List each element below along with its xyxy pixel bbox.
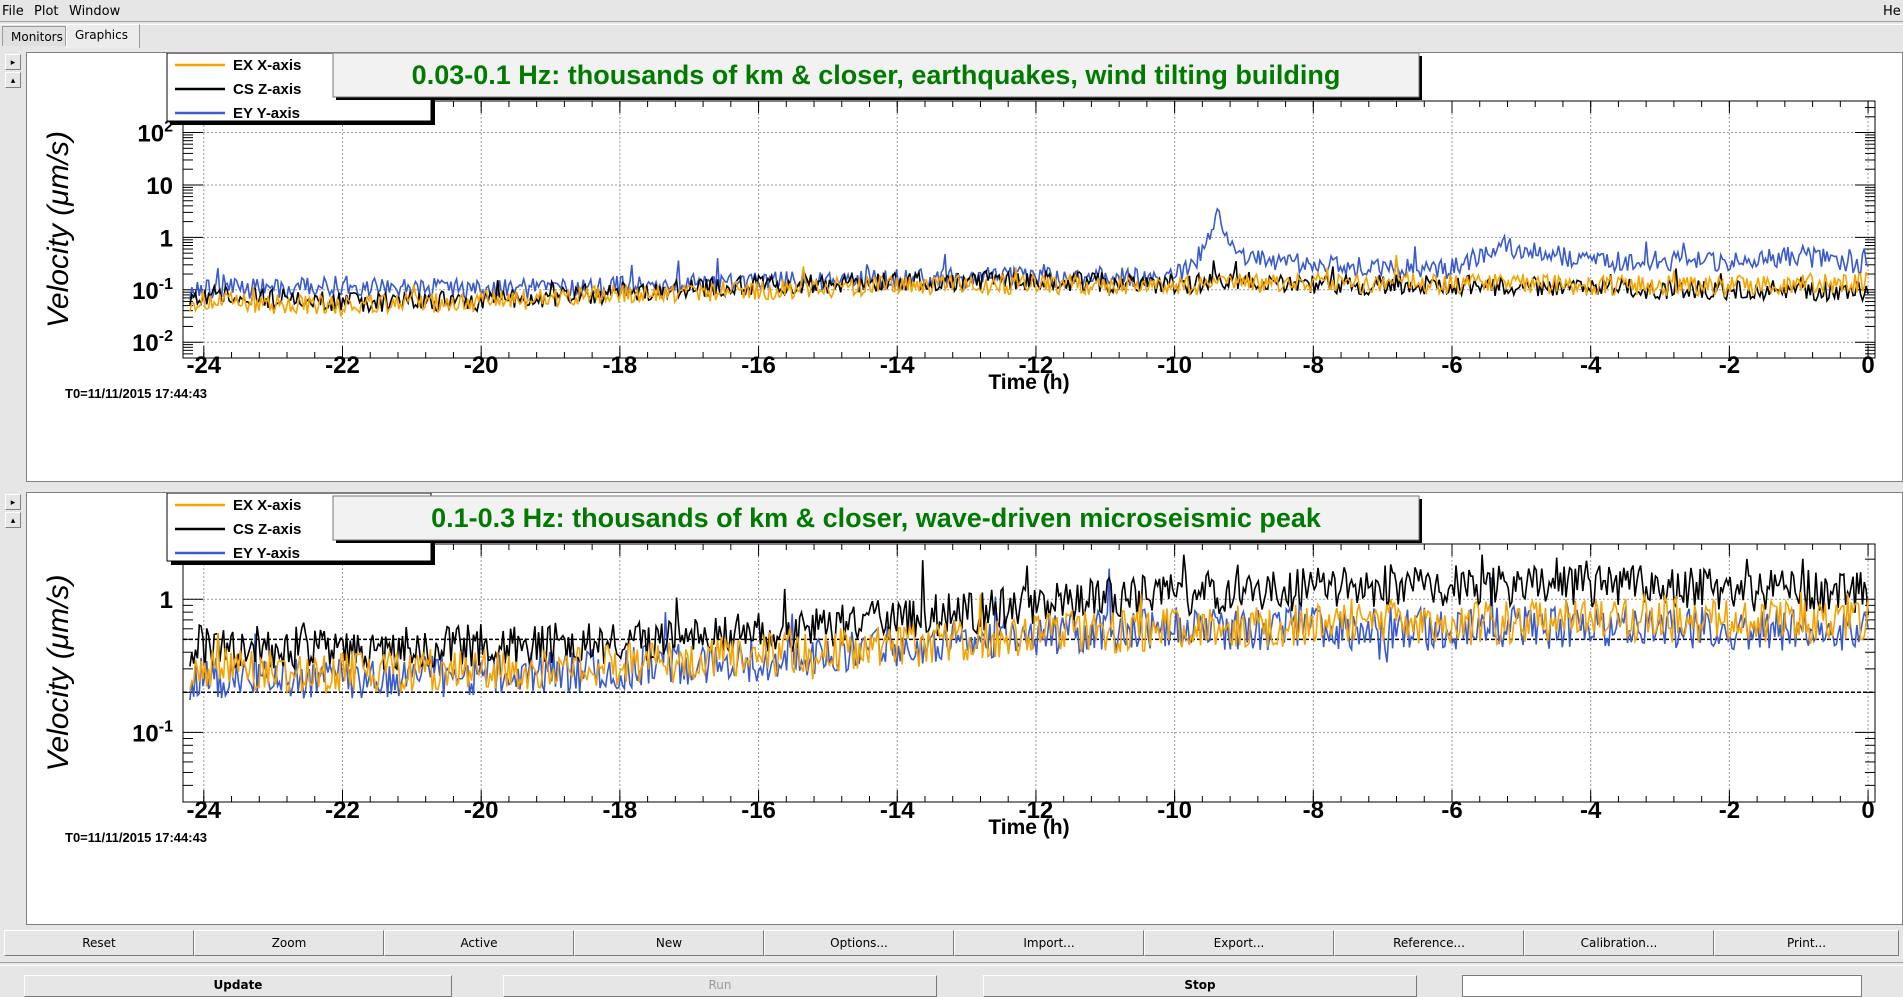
legend-label: EY Y-axis xyxy=(233,105,300,122)
t0-label: T0=11/11/2015 17:44:43 xyxy=(65,830,207,845)
update-button[interactable]: Update xyxy=(24,975,452,997)
x-tick-label: 0 xyxy=(1861,352,1874,379)
pad2-collapse-button[interactable]: ▴ xyxy=(5,512,21,528)
y-tick-label: 10-2 xyxy=(132,328,173,357)
stop-button[interactable]: Stop xyxy=(983,975,1417,997)
title-box xyxy=(332,495,1420,541)
new-button[interactable]: New xyxy=(574,930,764,956)
export-button[interactable]: Export... xyxy=(1144,930,1334,956)
menu-window[interactable]: Window xyxy=(69,4,121,19)
menu-bar: File Plot Window He xyxy=(0,0,1903,22)
y-tick-base: 10 xyxy=(137,121,164,148)
x-tick-label: -8 xyxy=(1303,352,1324,379)
graphics-area: ▸ ▴ -24 -22 -20 -18 -16 -14 -12 -10 -8 -6 -4 -2 0 10-… xyxy=(0,48,1903,928)
calibration-button[interactable]: Calibration... xyxy=(1524,930,1714,956)
menu-plot[interactable]: Plot xyxy=(34,4,59,19)
x-tick-label: -2 xyxy=(1719,352,1740,379)
plot-frame xyxy=(182,100,1876,359)
plot-1-svg[interactable]: -24 -22 -20 -18 -16 -14 -12 -10 -8 -6 -4 -2 010-210-… xyxy=(27,53,1902,481)
options-button[interactable]: Options... xyxy=(764,930,954,956)
legend-label: CS Z-axis xyxy=(233,81,301,98)
toolbar: Reset Zoom Active New Options... Import.… xyxy=(0,930,1903,960)
y-tick-label: 10-1 xyxy=(132,718,173,747)
x-axis-label: Time (h) xyxy=(988,816,1069,839)
y-axis-label: Velocity (μm/s) xyxy=(42,131,75,328)
y-tick-base: 10 xyxy=(132,330,159,357)
y-axis-label: Velocity (μm/s) xyxy=(42,574,75,771)
x-tick-label: -8 xyxy=(1303,797,1324,824)
pad1-collapse-button[interactable]: ▴ xyxy=(5,72,21,88)
pad1-expand-button[interactable]: ▸ xyxy=(5,54,21,70)
menu-separator xyxy=(0,21,1903,25)
pad2-expand-button[interactable]: ▸ xyxy=(5,494,21,510)
y-tick-exponent: 2 xyxy=(164,119,173,136)
series-line-ey-y-axis xyxy=(189,207,1869,303)
y-tick-exponent: -1 xyxy=(159,276,173,293)
legend-label: CS Z-axis xyxy=(233,521,301,538)
tab-bar: Monitors Graphics xyxy=(0,24,1903,48)
y-tick-base: 1 xyxy=(160,587,173,614)
y-tick-base: 10 xyxy=(132,278,159,305)
x-tick-label: -6 xyxy=(1441,352,1462,379)
plot-pad-2[interactable]: -24 -22 -20 -18 -16 -14 -12 -10 -8 -6 -4 -2 0 10-1 1 EX… xyxy=(26,492,1903,925)
y-tick-label: 10 xyxy=(146,173,173,200)
plot-pad-1[interactable]: -24 -22 -20 -18 -16 -14 -12 -10 -8 -6 -4 -2 0 10-2 10-… xyxy=(26,52,1903,482)
t0-label: T0=11/11/2015 17:44:43 xyxy=(65,386,207,401)
x-tick-label: -6 xyxy=(1441,797,1462,824)
title-box xyxy=(332,53,1420,98)
y-tick-label: 1 xyxy=(160,587,173,614)
tab-monitors[interactable]: Monitors xyxy=(2,26,66,46)
toolbar-separator xyxy=(0,962,1903,966)
series-line-ex-x-axis xyxy=(189,254,1869,319)
x-axis-label: Time (h) xyxy=(988,371,1069,394)
series-line-ex-x-axis xyxy=(189,592,1869,694)
legend-label: EX X-axis xyxy=(233,57,301,74)
series-line-cs-z-axis xyxy=(189,554,1869,675)
x-tick-label: -4 xyxy=(1580,352,1602,379)
control-bar: Update Run Stop xyxy=(0,967,1903,997)
y-tick-base: 10 xyxy=(132,720,159,747)
y-tick-base: 1 xyxy=(160,225,173,252)
x-tick-label: -4 xyxy=(1580,797,1602,824)
reference-button[interactable]: Reference... xyxy=(1334,930,1524,956)
y-tick-exponent: -1 xyxy=(159,718,173,735)
legend-label: EX X-axis xyxy=(233,497,301,514)
print-button[interactable]: Print... xyxy=(1714,930,1899,956)
tab-graphics[interactable]: Graphics xyxy=(66,24,140,48)
zoom-button[interactable]: Zoom xyxy=(194,930,384,956)
y-tick-label: 102 xyxy=(137,119,173,148)
y-tick-base: 10 xyxy=(146,173,173,200)
menu-file[interactable]: File xyxy=(2,4,24,19)
run-button[interactable]: Run xyxy=(503,975,937,997)
x-tick-label: 0 xyxy=(1861,797,1874,824)
menu-help[interactable]: He xyxy=(1883,4,1901,19)
plot-title: 0.1-0.3 Hz: thousands of km & closer, wa… xyxy=(431,503,1322,533)
plot-2-svg[interactable]: -24 -22 -20 -18 -16 -14 -12 -10 -8 -6 -4 -2 010-11EX… xyxy=(27,493,1902,924)
reset-button[interactable]: Reset xyxy=(4,930,194,956)
plot-title: 0.03-0.1 Hz: thousands of km & closer, e… xyxy=(412,60,1341,90)
legend-label: EY Y-axis xyxy=(233,545,300,562)
y-tick-exponent: -2 xyxy=(159,328,173,345)
y-tick-label: 1 xyxy=(160,225,173,252)
active-button[interactable]: Active xyxy=(384,930,574,956)
import-button[interactable]: Import... xyxy=(954,930,1144,956)
x-tick-label: -2 xyxy=(1719,797,1740,824)
y-tick-label: 10-1 xyxy=(132,276,173,305)
status-field[interactable] xyxy=(1462,975,1862,997)
